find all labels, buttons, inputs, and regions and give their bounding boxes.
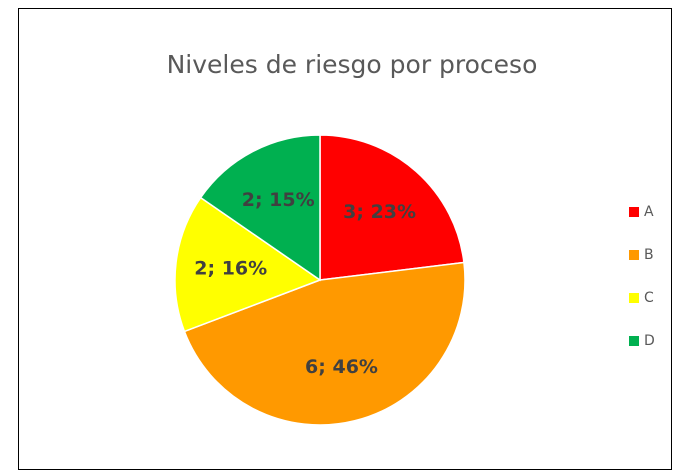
legend-swatch [629, 336, 639, 346]
data-label: 2; 16% [194, 258, 267, 280]
chart-title: Niveles de riesgo por proceso [167, 50, 538, 79]
pie-slice [319, 134, 465, 281]
legend-swatch [629, 293, 639, 303]
data-label: 2; 15% [242, 189, 315, 211]
legend-swatch [629, 207, 639, 217]
pie-slice [199, 134, 321, 282]
legend-label: D [644, 333, 655, 349]
pie-slice [174, 196, 322, 333]
data-label: 3; 23% [343, 201, 416, 223]
legend-label: C [644, 290, 654, 306]
pie-slice [183, 261, 466, 426]
legend-swatch [629, 250, 639, 260]
legend-label: A [644, 204, 654, 220]
data-label: 6; 46% [305, 356, 378, 378]
legend-label: B [644, 247, 654, 263]
